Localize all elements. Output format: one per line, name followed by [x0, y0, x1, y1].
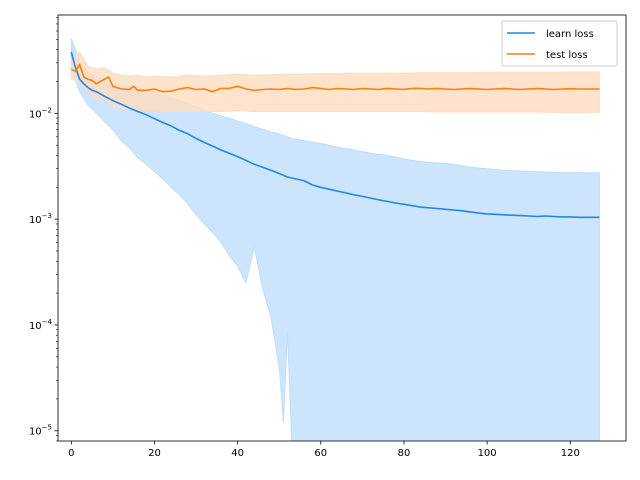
test-loss-line — [70, 63, 600, 93]
y-tick-label: 10−5 — [29, 424, 52, 438]
legend-label-learn-loss: learn loss — [546, 29, 594, 40]
x-tick-label: 20 — [148, 448, 161, 459]
test-loss-band — [70, 51, 600, 113]
x-tick-label: 40 — [231, 448, 244, 459]
learn-loss-line — [70, 51, 600, 219]
y-tick-label: 10−3 — [29, 212, 52, 226]
legend-label-test-loss: test loss — [546, 50, 588, 61]
y-tick-label: 10−2 — [29, 106, 52, 120]
y-tick-label: 10−4 — [29, 318, 53, 332]
x-tick-label: 100 — [478, 448, 497, 459]
x-tick-label: 0 — [68, 448, 74, 459]
x-tick-label: 120 — [561, 448, 580, 459]
x-tick-label: 60 — [314, 448, 327, 459]
plot-frame — [57, 14, 627, 442]
legend: learn loss test loss — [501, 20, 618, 67]
x-tick-label: 80 — [398, 448, 411, 459]
